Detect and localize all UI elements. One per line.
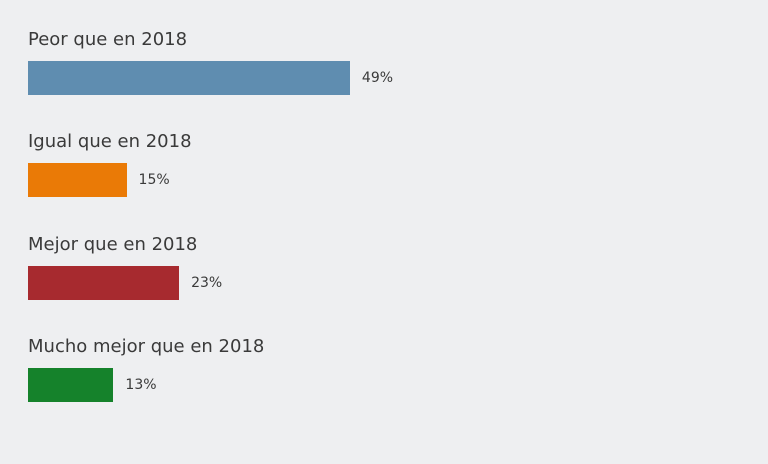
value-label: 13% [125,376,157,393]
bar [28,163,127,198]
category-label: Mejor que en 2018 [28,233,198,255]
bar-row: Mejor que en 2018 23% [28,233,748,313]
value-label: 23% [191,274,223,291]
category-label: Igual que en 2018 [28,131,192,153]
category-label: Peor que en 2018 [28,29,188,50]
bar [28,367,114,402]
category-label: Mucho mejor que en 2018 [28,335,265,357]
bar-row: Peor que en 2018 49% [28,28,748,108]
value-label: 49% [361,70,394,86]
bar-row: Mucho mejor que en 2018 13% [28,335,748,415]
bar-row: Igual que en 2018 15% [28,130,748,210]
value-label: 15% [138,172,170,189]
bar [28,61,350,95]
bar [28,265,180,300]
